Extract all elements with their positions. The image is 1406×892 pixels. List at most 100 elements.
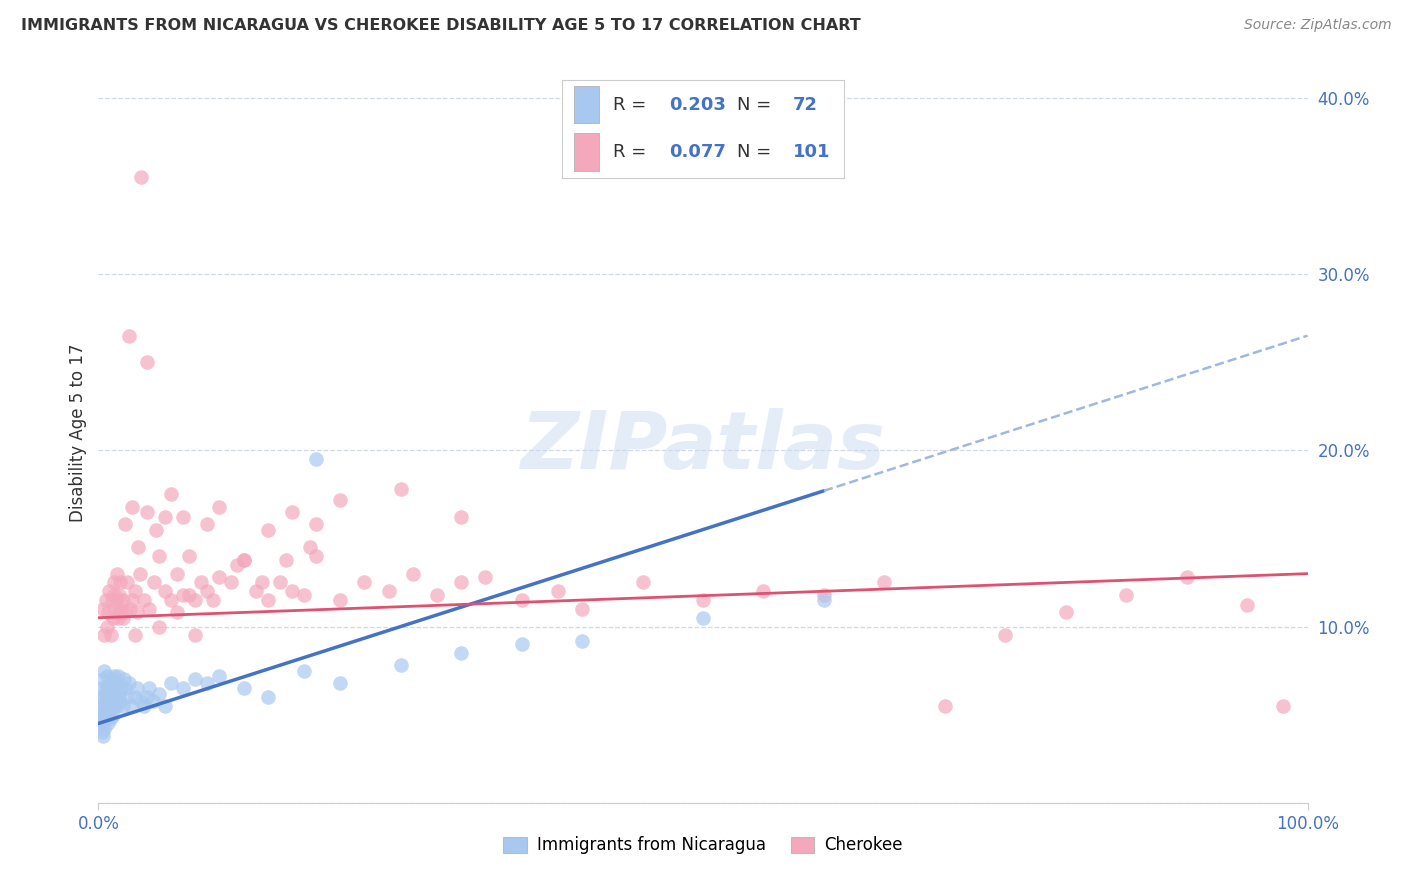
Point xyxy=(100,593,122,607)
Point xyxy=(97,681,120,696)
Point xyxy=(97,698,120,713)
Point xyxy=(195,676,218,690)
Point xyxy=(100,711,122,725)
Point xyxy=(108,693,131,707)
Point xyxy=(179,588,201,602)
Point xyxy=(571,602,593,616)
Point xyxy=(135,505,157,519)
Point xyxy=(127,540,149,554)
Point xyxy=(160,676,183,690)
Point xyxy=(305,452,328,467)
Point xyxy=(226,558,249,572)
Point xyxy=(179,549,201,563)
Point xyxy=(232,552,254,566)
Point xyxy=(160,593,183,607)
Point xyxy=(105,698,128,713)
Point xyxy=(129,693,152,707)
Point xyxy=(510,593,533,607)
Point xyxy=(127,606,149,620)
Y-axis label: Disability Age 5 to 17: Disability Age 5 to 17 xyxy=(69,343,87,522)
Point xyxy=(129,169,152,184)
Point xyxy=(103,588,125,602)
Point xyxy=(100,628,122,642)
Point xyxy=(1272,698,1295,713)
Text: 101: 101 xyxy=(793,143,831,161)
Point xyxy=(96,619,118,633)
FancyBboxPatch shape xyxy=(574,133,599,170)
Text: R =: R = xyxy=(613,143,652,161)
Point xyxy=(91,602,114,616)
Point xyxy=(124,690,146,704)
Point xyxy=(90,716,112,731)
Point xyxy=(104,690,127,704)
Text: ZIPatlas: ZIPatlas xyxy=(520,409,886,486)
Point xyxy=(281,505,304,519)
Point xyxy=(510,637,533,651)
Text: N =: N = xyxy=(737,95,776,114)
Point xyxy=(426,588,449,602)
Point xyxy=(148,686,170,700)
Point xyxy=(135,355,157,369)
Point xyxy=(98,707,121,722)
Point xyxy=(105,593,128,607)
Text: R =: R = xyxy=(613,95,652,114)
Point xyxy=(245,584,267,599)
Point xyxy=(91,681,114,696)
Point xyxy=(108,575,131,590)
Point xyxy=(103,669,125,683)
Point xyxy=(274,552,297,566)
Point xyxy=(329,676,352,690)
Point xyxy=(256,523,278,537)
Point xyxy=(208,669,231,683)
Point xyxy=(160,487,183,501)
Point xyxy=(166,566,188,581)
Text: IMMIGRANTS FROM NICARAGUA VS CHEROKEE DISABILITY AGE 5 TO 17 CORRELATION CHART: IMMIGRANTS FROM NICARAGUA VS CHEROKEE DI… xyxy=(21,18,860,33)
Point xyxy=(91,711,114,725)
Point xyxy=(103,575,125,590)
Point xyxy=(97,606,120,620)
Point xyxy=(377,584,399,599)
Point xyxy=(111,610,134,624)
Point xyxy=(110,602,132,616)
Point xyxy=(93,690,115,704)
Point xyxy=(292,664,315,678)
Point xyxy=(1236,599,1258,613)
Point xyxy=(184,673,207,687)
Point xyxy=(93,628,115,642)
Point xyxy=(91,698,114,713)
Point xyxy=(93,664,115,678)
Text: Source: ZipAtlas.com: Source: ZipAtlas.com xyxy=(1244,18,1392,32)
Point xyxy=(474,570,496,584)
Point xyxy=(93,707,115,722)
Point xyxy=(153,584,176,599)
Point xyxy=(389,482,412,496)
Point xyxy=(111,698,134,713)
Point xyxy=(184,593,207,607)
Point xyxy=(121,500,143,514)
Point xyxy=(547,584,569,599)
Point xyxy=(1054,606,1077,620)
Point xyxy=(142,693,165,707)
Point xyxy=(299,540,322,554)
Point xyxy=(96,669,118,683)
Point xyxy=(450,646,472,660)
Point xyxy=(107,669,129,683)
Point xyxy=(232,552,254,566)
Point xyxy=(153,510,176,524)
Point xyxy=(114,606,136,620)
Point xyxy=(305,517,328,532)
Point xyxy=(329,492,352,507)
Point xyxy=(100,693,122,707)
Point xyxy=(101,686,124,700)
Point xyxy=(148,619,170,633)
Point xyxy=(91,673,114,687)
Point xyxy=(269,575,291,590)
Point xyxy=(692,593,714,607)
Point xyxy=(121,593,143,607)
Point xyxy=(100,676,122,690)
Point xyxy=(292,588,315,602)
Point xyxy=(994,628,1017,642)
Point xyxy=(127,681,149,696)
Point xyxy=(94,593,117,607)
Point xyxy=(134,593,156,607)
